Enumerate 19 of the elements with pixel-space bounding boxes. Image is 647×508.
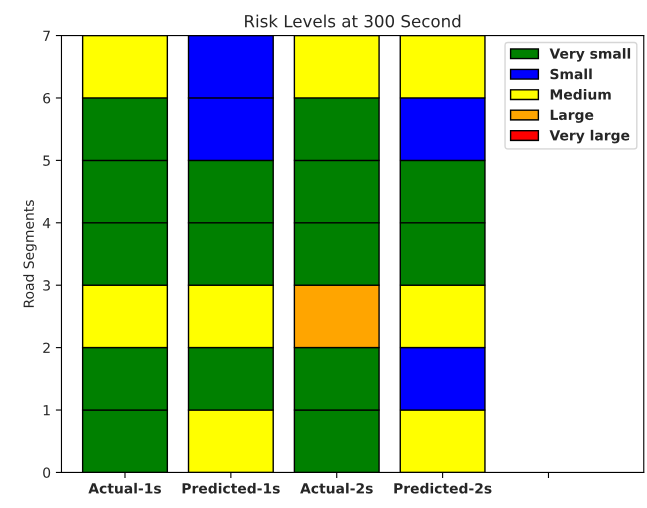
legend-label: Very small	[550, 48, 630, 62]
legend-label: Medium	[550, 88, 611, 100]
y-tick-label: 3	[43, 280, 50, 291]
x-tick-label: Actual-2s	[300, 482, 373, 494]
y-tick-label: 0	[43, 467, 50, 478]
legend-label: Very large	[550, 130, 630, 144]
y-tick-label: 6	[43, 92, 50, 104]
x-tick-label: Predicted-2s	[394, 482, 492, 494]
chart-title: Risk Levels at 300 Second	[245, 14, 460, 28]
x-tick-label: Actual-1s	[88, 482, 161, 494]
legend-label: Large	[550, 110, 594, 123]
y-axis-title: Road Segments	[23, 200, 37, 308]
y-tick-label: 4	[42, 218, 50, 228]
x-tick-label: Predicted-1s	[182, 482, 280, 494]
y-tick-label: 7	[43, 30, 50, 41]
y-tick-label: 2	[43, 342, 50, 353]
y-tick-label: 5	[43, 156, 50, 166]
legend-label: Small	[550, 68, 592, 80]
y-tick-label: 1	[44, 405, 50, 416]
